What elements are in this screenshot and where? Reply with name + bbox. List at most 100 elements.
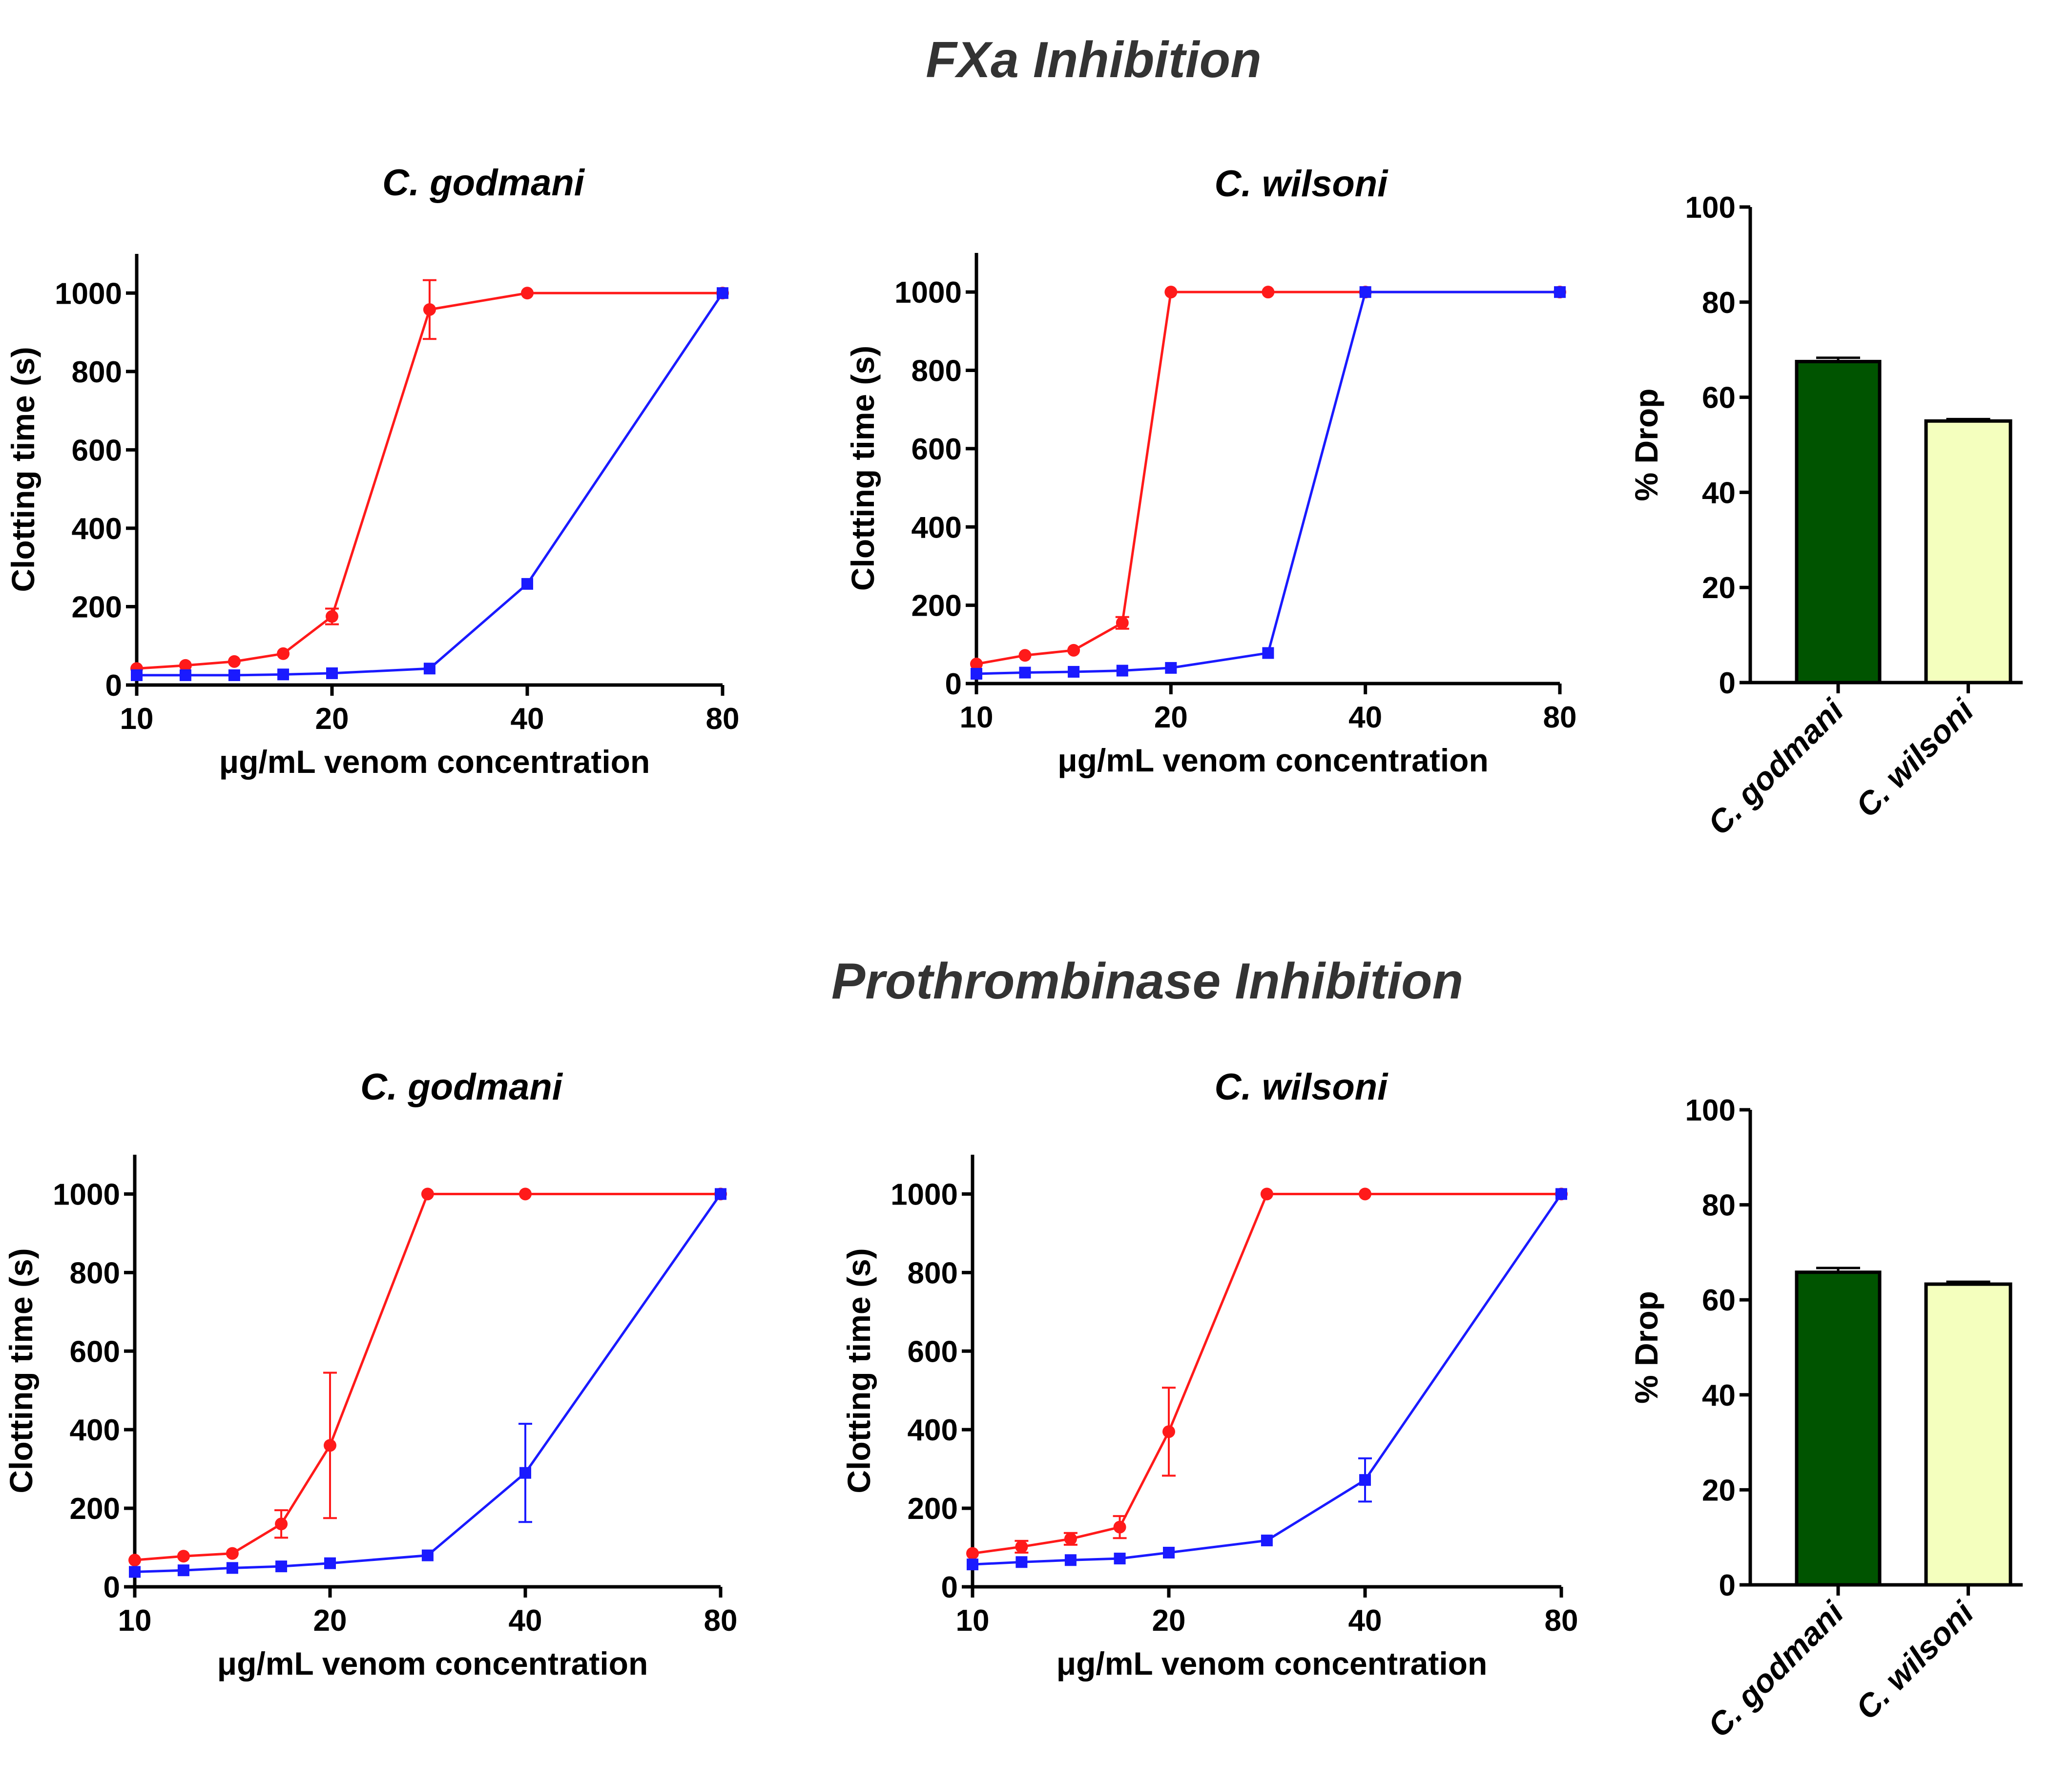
data-point-red (1116, 616, 1129, 629)
y-tick-label: 20 (1702, 1474, 1736, 1507)
data-point-blue (1261, 1535, 1273, 1547)
x-axis-label: μg/mL venom concentration (219, 744, 650, 780)
x-tick-label: 80 (1545, 1604, 1578, 1638)
data-point-blue (131, 669, 143, 681)
data-point-red (1018, 649, 1032, 662)
y-axis-label: % Drop (1628, 389, 1664, 501)
data-point-blue (1554, 286, 1566, 298)
y-tick-label: 0 (1719, 666, 1736, 700)
data-point-blue (228, 669, 240, 681)
data-point-blue (1262, 647, 1274, 659)
data-point-red (1113, 1520, 1126, 1534)
y-axis-label: Clotting time (s) (841, 1248, 877, 1493)
y-tick-label: 20 (1702, 571, 1736, 605)
bar-c-wilsoni (1924, 1282, 2012, 1587)
category-label: C. wilsoni (1848, 691, 1981, 824)
y-tick-label: 0 (105, 669, 122, 703)
data-point-red (1064, 1532, 1077, 1545)
y-tick-label: 1000 (891, 1178, 958, 1211)
x-tick-label: 20 (315, 702, 349, 736)
y-tick-label: 800 (912, 354, 962, 388)
x-tick-label: 20 (1154, 701, 1188, 734)
x-tick-label: 80 (704, 1604, 738, 1638)
y-tick-label: 40 (1702, 476, 1736, 510)
x-tick-label: 10 (956, 1604, 990, 1638)
series-line-red (972, 1192, 1561, 1555)
data-point-blue (179, 669, 191, 681)
data-point-red (275, 1517, 288, 1531)
x-tick-label: 80 (1543, 701, 1577, 734)
section-title-prothrombinase: Prothrombinase Inhibition (831, 953, 1463, 1010)
y-tick-label: 1000 (53, 1178, 120, 1211)
y-tick-label: 0 (1719, 1569, 1736, 1602)
y-tick-label: 1000 (55, 277, 122, 311)
data-point-blue (275, 1560, 288, 1573)
data-point-red (277, 647, 290, 660)
series-line-blue (137, 292, 724, 677)
chart-fxa-wilsoni: C. wilsoni 0 200 400 600 800 1000 10 20 40 80 μg/mL… (845, 163, 1576, 778)
data-point-red (1164, 286, 1178, 299)
data-point-blue (177, 1564, 189, 1577)
data-point-red (226, 1547, 239, 1560)
data-point-blue (421, 1549, 434, 1561)
y-tick-label: 0 (945, 667, 962, 701)
x-axis-label: μg/mL venom concentration (1057, 1645, 1488, 1682)
y-tick-label: 1000 (894, 276, 962, 310)
chart-title: C. wilsoni (1215, 163, 1389, 205)
y-tick-label: 800 (908, 1256, 958, 1290)
data-point-blue (519, 1467, 531, 1479)
y-tick-label: 400 (908, 1413, 958, 1447)
series-line-blue (976, 291, 1560, 675)
data-point-blue (717, 287, 728, 299)
x-tick-label: 20 (1152, 1604, 1186, 1638)
y-axis-label: Clotting time (s) (3, 1248, 39, 1493)
data-point-red (519, 1187, 532, 1201)
section-title-fxa: FXa Inhibition (926, 32, 1261, 88)
data-point-red (326, 610, 338, 623)
data-point-red (228, 655, 241, 668)
y-tick-label: 600 (70, 1335, 120, 1369)
data-point-red (1262, 286, 1275, 299)
data-point-red (1067, 644, 1080, 657)
y-tick-label: 100 (1685, 191, 1736, 225)
data-point-blue (1015, 1556, 1028, 1568)
x-tick-label: 10 (120, 702, 154, 736)
data-point-blue (129, 1566, 141, 1578)
y-tick-label: 100 (1685, 1094, 1736, 1127)
y-tick-label: 200 (908, 1492, 958, 1526)
chart-prothrombinase-godmani: C. godmani 0 200 400 600 800 1000 10 20 40 80 μg/mL… (3, 1066, 737, 1682)
x-tick-label: 20 (313, 1604, 347, 1638)
y-tick-label: 40 (1702, 1379, 1736, 1413)
y-axis-label: % Drop (1628, 1291, 1664, 1404)
data-point-red (179, 659, 192, 672)
y-tick-label: 400 (912, 511, 962, 544)
x-tick-label: 40 (1348, 701, 1382, 734)
data-point-red (966, 1547, 979, 1560)
y-tick-label: 400 (72, 512, 122, 546)
data-point-red (421, 1187, 434, 1201)
x-tick-label: 40 (1348, 1604, 1382, 1638)
data-point-red (128, 1554, 141, 1567)
data-point-blue (715, 1188, 726, 1200)
data-point-blue (521, 578, 533, 590)
y-tick-label: 600 (908, 1335, 958, 1369)
data-point-red (970, 657, 983, 670)
y-tick-label: 200 (70, 1492, 120, 1526)
y-tick-label: 0 (104, 1571, 120, 1604)
data-point-red (1015, 1540, 1028, 1553)
x-tick-label: 10 (960, 701, 994, 734)
x-tick-label: 40 (511, 702, 544, 736)
data-point-blue (1114, 1553, 1126, 1565)
data-point-red (177, 1550, 190, 1563)
series-line-red (134, 1192, 721, 1561)
data-point-blue (1359, 1474, 1371, 1486)
data-point-blue (326, 667, 338, 679)
chart-title: C. wilsoni (1215, 1066, 1389, 1108)
y-tick-label: 800 (70, 1256, 120, 1290)
data-point-blue (277, 668, 290, 681)
category-label: C. godmani (1700, 1594, 1851, 1744)
x-axis-label: μg/mL venom concentration (1057, 742, 1489, 778)
